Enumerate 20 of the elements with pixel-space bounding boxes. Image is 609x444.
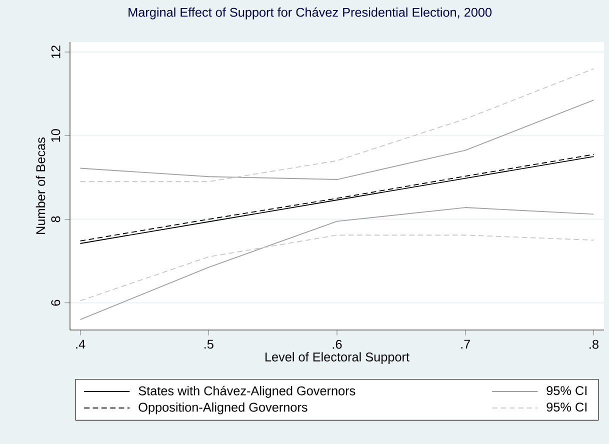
legend-label: 95% CI	[546, 402, 586, 412]
legend-label: 95% CI	[546, 386, 586, 396]
y-tick-label: 12	[51, 46, 60, 58]
x-tick-label: .4	[76, 340, 86, 349]
y-axis-title: Number of Becas	[36, 138, 46, 234]
x-tick-label: .7	[461, 340, 470, 349]
line-series	[80, 234, 594, 302]
line-series	[80, 68, 594, 182]
line-series	[80, 207, 594, 320]
x-tick-label: .6	[332, 340, 342, 349]
x-tick-label: .8	[590, 340, 598, 349]
y-tick-label: 8	[51, 216, 60, 222]
y-tick-label: 10	[51, 129, 60, 142]
legend-label: States with Chávez-Aligned Governors	[138, 386, 356, 398]
line-series	[80, 100, 594, 180]
y-tick-label: 6	[51, 300, 60, 306]
x-axis-title: Level of Electoral Support	[266, 352, 410, 364]
chart-title: Marginal Effect of Support for Chávez Presidential Election, 2000	[128, 7, 492, 20]
legend-label: Opposition-Aligned Governors	[138, 402, 308, 414]
x-tick-label: .5	[204, 340, 214, 349]
